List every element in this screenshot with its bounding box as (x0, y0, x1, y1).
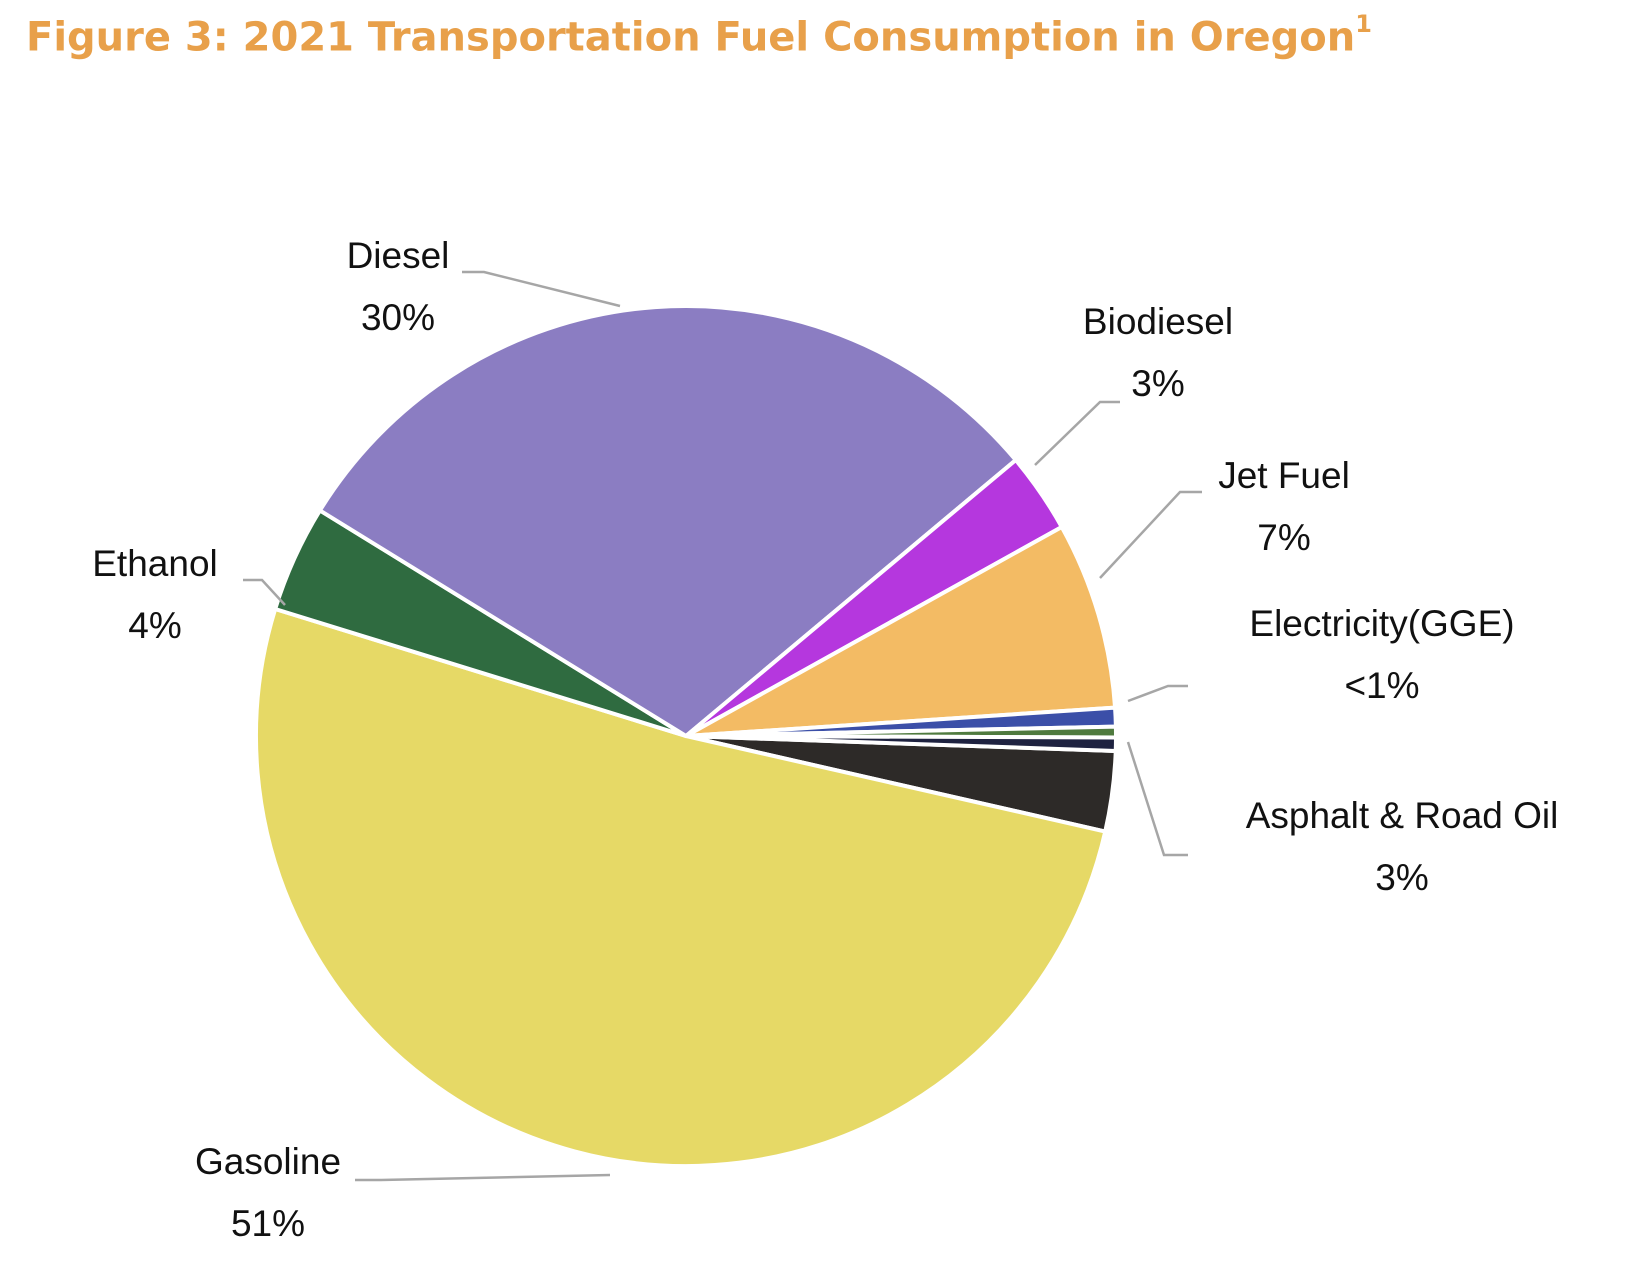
leader-line-diesel (462, 270, 621, 308)
label-biodiesel-pct: 3% (1131, 363, 1184, 404)
label-asphalt-pct: 3% (1375, 857, 1428, 898)
chart-title-text: Figure 3: 2021 Transportation Fuel Consu… (26, 14, 1356, 61)
data-labels: Diesel 30% Biodiesel 3% Jet Fuel 7% Elec… (92, 235, 1558, 1244)
label-diesel-pct: 30% (361, 297, 435, 338)
label-diesel-name: Diesel (347, 235, 450, 276)
label-asphalt-name: Asphalt & Road Oil (1246, 795, 1559, 836)
label-biodiesel-name: Biodiesel (1083, 301, 1233, 342)
slice-jet-fuel (684, 524, 1118, 738)
label-gasoline-name: Gasoline (195, 1141, 341, 1182)
slice-gasoline (254, 606, 1108, 1169)
label-gasoline-pct: 51% (231, 1203, 305, 1244)
leader-line-ethanol (243, 578, 286, 606)
label-ethanol-pct: 4% (128, 605, 181, 646)
label-jet-fuel-name: Jet Fuel (1218, 455, 1350, 496)
leader-line-jet-fuel (1099, 490, 1202, 579)
leader-line-electricity (1127, 684, 1188, 703)
leader-line-asphalt (1126, 741, 1188, 857)
pie-slices (254, 304, 1119, 1169)
label-electricity-name: Electricity(GGE) (1249, 603, 1514, 644)
leader-line-biodiesel (1034, 400, 1120, 466)
leader-line-gasoline (355, 1173, 611, 1182)
chart-title: Figure 3: 2021 Transportation Fuel Consu… (26, 10, 1372, 61)
title-footnote-marker: 1 (1355, 10, 1372, 38)
leader-lines (243, 270, 1202, 1182)
label-jet-fuel-pct: 7% (1257, 517, 1310, 558)
label-electricity-pct: <1% (1344, 665, 1419, 706)
slice-minor-8 (684, 734, 1118, 754)
label-ethanol-name: Ethanol (92, 543, 218, 584)
slice-diesel (317, 304, 1018, 738)
